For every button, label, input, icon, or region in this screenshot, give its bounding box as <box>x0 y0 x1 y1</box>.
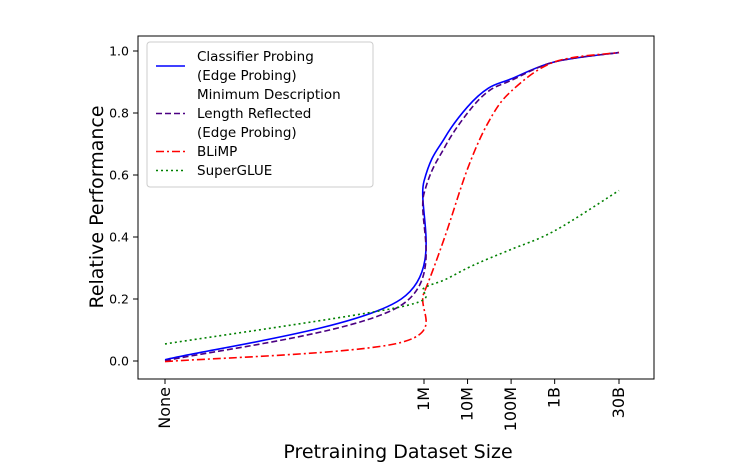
series-line-minimum-description-length-reflected-edge-probing <box>164 51 620 362</box>
y-tick-label: 0.4 <box>109 230 129 245</box>
y-tick-label: 0.8 <box>109 106 129 121</box>
plot-frame <box>137 35 655 380</box>
y-tick-label: 1.0 <box>109 44 129 59</box>
y-tick-label: 0.2 <box>109 292 129 307</box>
x-tick-label: 30B <box>609 387 628 418</box>
x-tick-label: 1B <box>545 387 564 408</box>
x-tick-label: None <box>155 387 174 429</box>
legend-label-blimp: BLiMP <box>197 144 237 160</box>
y-axis-label: Relative Performance <box>86 105 108 308</box>
x-tick-label: 10M <box>458 387 477 421</box>
legend: Classifier Probing (Edge Probing)Minimum … <box>146 41 374 188</box>
legend-label-superglue: SuperGLUE <box>197 163 272 179</box>
y-tick-label: 0.6 <box>109 168 129 183</box>
legend-label-classifier-probing-edge-probing: Classifier Probing (Edge Probing) <box>197 49 314 84</box>
x-tick-label: 1M <box>414 387 433 411</box>
x-axis: None 1M 10M 100M 1B 30B <box>155 379 628 431</box>
legend-box <box>146 41 374 188</box>
y-tick-label: 0.0 <box>109 354 129 369</box>
x-tick-label: 100M <box>501 387 520 431</box>
x-axis-label: Pretraining Dataset Size <box>283 441 512 463</box>
legend-label-minimum-description-length-reflected-edge-probing: Minimum Description Length Reflected (Edge… <box>197 87 341 141</box>
series-line-blimp <box>164 51 620 363</box>
series-layer <box>164 51 620 363</box>
y-axis: 0.0 0.2 0.4 0.6 0.8 1.0 <box>109 44 138 369</box>
